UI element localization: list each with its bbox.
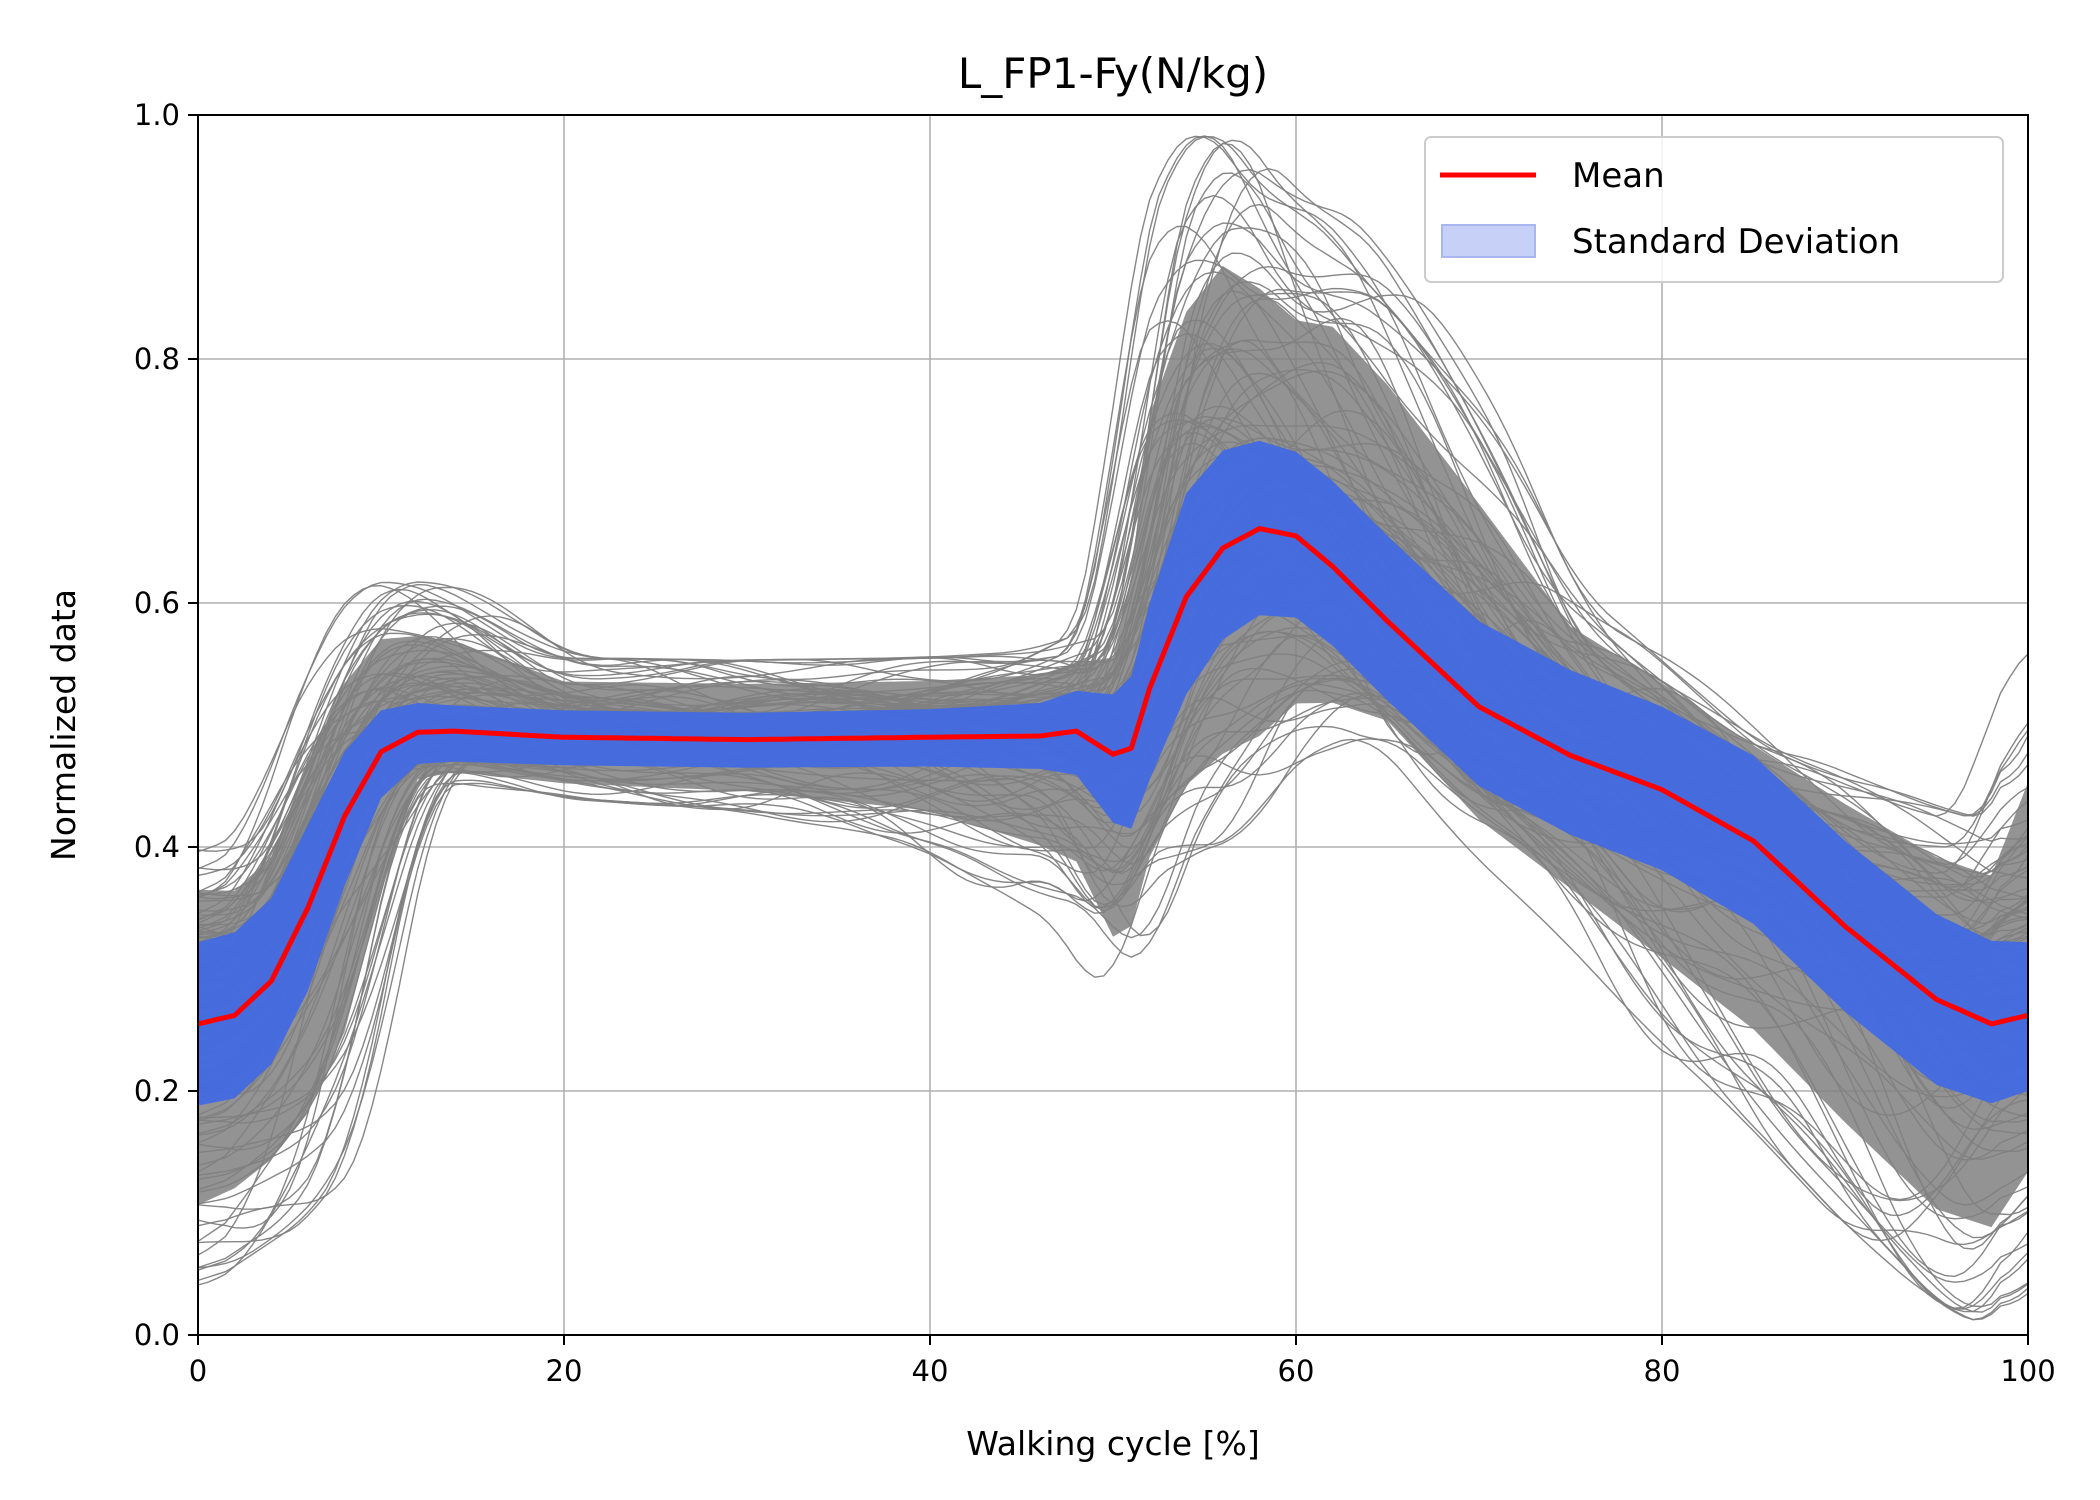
chart-title: L_FP1-Fy(N/kg) — [958, 49, 1268, 98]
x-tick-label: 100 — [2000, 1354, 2055, 1388]
y-tick-label: 0.8 — [134, 342, 180, 376]
legend-std-swatch — [1441, 224, 1536, 258]
x-tick-label: 20 — [546, 1354, 583, 1388]
axis-ticks: 0 20 40 60 80 100 0.0 0.2 0.4 0.6 0.8 1.0 — [134, 98, 2056, 1388]
x-tick-label: 80 — [1644, 1354, 1681, 1388]
legend-box — [1424, 136, 2004, 283]
x-tick-label: 60 — [1278, 1354, 1315, 1388]
y-tick-label: 1.0 — [134, 98, 180, 132]
legend: Mean Standard Deviation — [1424, 136, 2004, 283]
x-tick-label: 0 — [189, 1354, 207, 1388]
x-axis-label: Walking cycle [%] — [966, 1424, 1259, 1463]
y-tick-label: 0.4 — [134, 830, 180, 864]
std-band — [198, 440, 2028, 1106]
mean-line — [198, 526, 2028, 1027]
y-tick-label: 0.0 — [134, 1318, 180, 1352]
y-axis-label: Normalized data — [44, 589, 83, 861]
mean-line-layer — [198, 526, 2028, 1027]
plot-frame — [197, 114, 2029, 1336]
std-band-layer — [198, 440, 2028, 1106]
y-tick-label: 0.6 — [134, 586, 180, 620]
trial-line — [198, 222, 2028, 871]
trial-line — [198, 142, 2028, 956]
y-tick-label: 0.2 — [134, 1074, 180, 1108]
x-tick-label: 40 — [912, 1354, 949, 1388]
legend-mean-label: Mean — [1572, 156, 1665, 196]
legend-std-label: Standard Deviation — [1572, 222, 1900, 262]
